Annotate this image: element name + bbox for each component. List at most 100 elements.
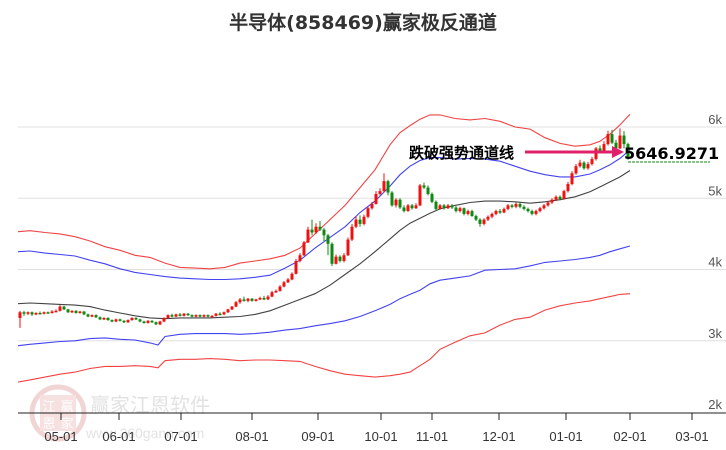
candle [246,298,250,301]
candle [134,317,138,320]
y-axis: 6k 5k 4k 3k 2k [708,112,722,412]
candle [186,313,190,316]
candle [326,235,330,244]
candle [206,315,210,317]
y-tick-label: 6k [708,112,722,127]
candle [130,317,134,321]
candle [538,208,542,212]
svg-text:家: 家 [60,416,73,432]
candle [82,311,86,315]
candle [570,173,574,184]
x-tick-label: 07-01 [164,429,197,444]
candle [590,159,594,165]
candle [330,243,334,264]
candle [114,319,118,322]
candle [578,162,582,167]
candle [62,306,66,310]
candle [518,203,522,207]
candle [458,208,462,212]
candle [530,211,534,214]
candle [202,315,206,317]
candle [314,226,318,233]
candle [362,216,366,224]
candle [174,314,178,317]
candle [410,205,414,209]
candle [146,320,150,323]
candle [618,135,622,149]
candle [418,185,422,206]
candle [466,211,470,214]
candle [514,203,518,207]
candle [254,299,258,301]
candle [278,286,282,291]
candle [142,321,146,324]
candle [422,185,426,188]
chart-title: 半导体(858469)赢家极反通道 [229,12,497,34]
candle [34,312,38,315]
candle [434,201,438,209]
candle [450,205,454,208]
candle [382,181,386,192]
candle [562,191,566,199]
candle [194,315,198,317]
gridlines [18,126,726,342]
svg-text:恩: 恩 [42,417,55,432]
candle [262,298,266,300]
candle [58,306,62,311]
candle [210,315,214,318]
candle [470,211,474,217]
x-tick-label: 09-01 [301,429,334,444]
candle [546,202,550,206]
candle [334,256,338,264]
candle [494,211,498,214]
candle [230,306,234,310]
x-tick-label: 02-01 [613,429,646,444]
candle [442,205,446,209]
x-tick-label: 06-01 [102,429,135,444]
candle [566,184,570,192]
candle [238,299,242,303]
line-lower_inner [17,245,631,347]
annotation-label: 跌破强势通道线 [409,144,514,162]
candle [610,134,614,143]
candle [222,312,226,315]
candle [582,162,586,169]
candle [322,229,326,236]
svg-text:江: 江 [42,400,55,415]
candle [306,229,310,243]
candle [482,219,486,224]
candle [98,317,102,320]
candle [526,208,530,212]
candle [614,142,618,149]
candle [366,208,370,217]
candle [430,193,434,202]
candle [478,219,482,224]
candle [554,196,558,200]
candle [286,279,290,283]
candle [274,290,278,293]
candle [490,213,494,217]
candle [182,313,186,316]
candle [42,312,46,314]
svg-text:赢: 赢 [60,399,73,415]
candle [138,319,142,322]
candle [502,208,506,213]
candle [26,312,30,314]
candle [70,310,74,313]
candle [90,315,94,317]
candle [190,315,194,317]
candle [586,164,590,169]
line-upper_outer [17,113,631,270]
candle [110,320,114,322]
candle [598,148,602,152]
candle [154,322,158,325]
candle [414,205,418,209]
candle [606,134,610,145]
candle [214,313,218,316]
candle [122,320,126,323]
candle [106,317,110,321]
candle [86,314,90,317]
candle [358,219,362,224]
candle [438,205,442,209]
